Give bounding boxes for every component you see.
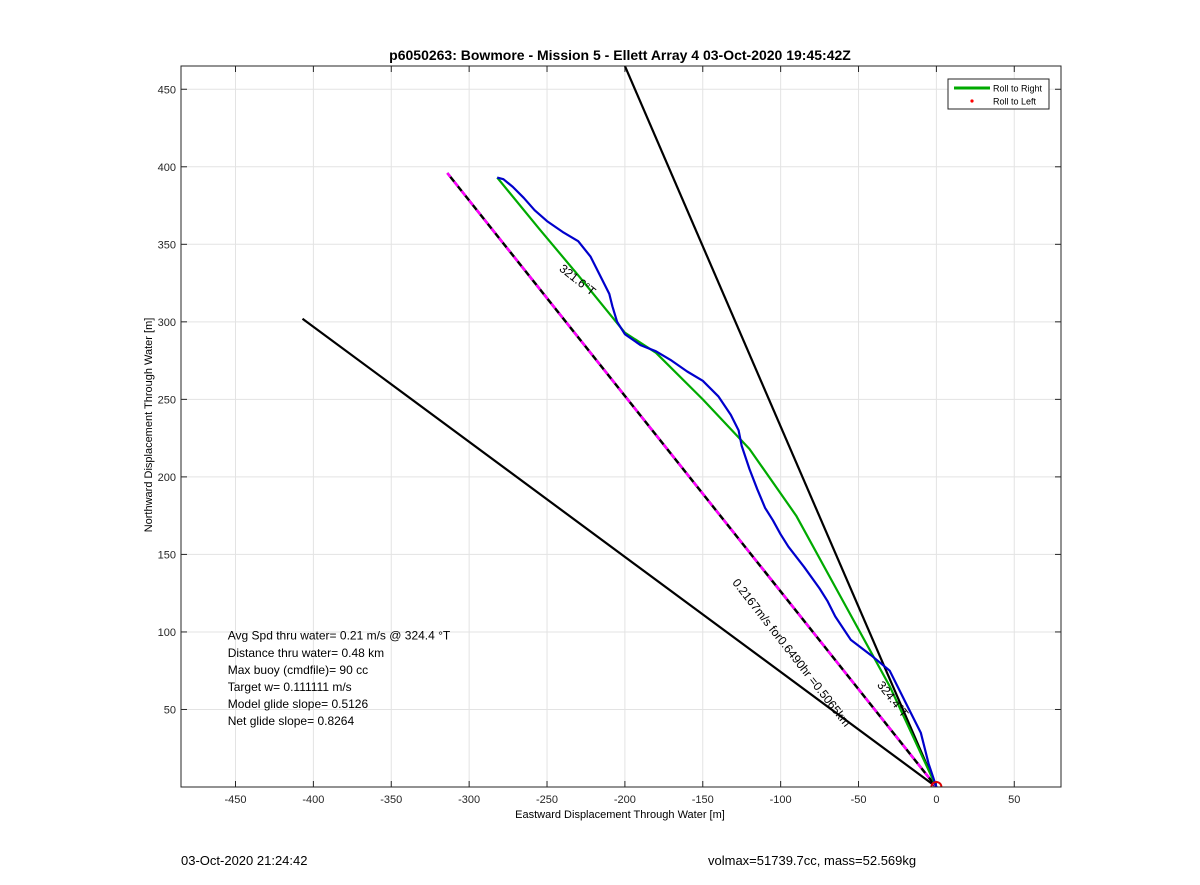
series-line-4 (496, 176, 938, 787)
series-line-3 (496, 176, 938, 787)
annotation-text: Avg Spd thru water= 0.21 m/s @ 324.4 °T (228, 629, 451, 643)
x-tick-label: 0 (933, 794, 939, 806)
annotation-text: Distance thru water= 0.48 km (228, 646, 384, 660)
footer-info: volmax=51739.7cc, mass=52.569kg (708, 853, 917, 868)
annotation-text: Target w= 0.111111 m/s (228, 680, 352, 694)
series-line-2 (446, 172, 938, 787)
series-line-1 (301, 317, 938, 787)
x-axis-label: Eastward Displacement Through Water [m] (515, 809, 725, 821)
x-tick-label: -100 (770, 794, 792, 806)
y-axis-ticks: 50 100 150 200 250 300 350 400 450 (158, 84, 1061, 716)
plot-area (180, 65, 1062, 788)
x-tick-label: -450 (224, 794, 246, 806)
chart-series (301, 66, 943, 787)
y-tick-label: 100 (158, 627, 176, 639)
y-tick-label: 50 (164, 704, 176, 716)
footer-date: 03-Oct-2020 21:24:42 (181, 853, 308, 868)
legend-swatch-dot (970, 99, 974, 103)
legend-label: Roll to Left (993, 97, 1037, 107)
chart-title: p6050263: Bowmore - Mission 5 - Ellett A… (389, 47, 851, 63)
y-tick-label: 150 (158, 549, 176, 561)
x-tick-label: -350 (380, 794, 402, 806)
x-tick-label: -150 (692, 794, 714, 806)
y-axis-label: Northward Displacement Through Water [m] (143, 318, 155, 533)
annotation-text: Max buoy (cmdfile)= 90 cc (228, 663, 368, 677)
annotation-text: Net glide slope= 0.8264 (228, 714, 355, 728)
y-tick-label: 350 (158, 239, 176, 251)
legend-label: Roll to Right (993, 84, 1043, 94)
y-tick-label: 200 (158, 472, 176, 484)
x-tick-label: -300 (458, 794, 480, 806)
x-tick-label: -400 (302, 794, 324, 806)
y-tick-label: 250 (158, 394, 176, 406)
origin-marker (930, 781, 943, 787)
y-tick-label: 450 (158, 84, 176, 96)
y-tick-label: 300 (158, 317, 176, 329)
x-tick-label: 50 (1008, 794, 1020, 806)
x-tick-label: -50 (851, 794, 867, 806)
chart-legend: Roll to Right Roll to Left (947, 78, 1050, 110)
y-tick-label: 400 (158, 162, 176, 174)
legend-box (947, 78, 1050, 110)
x-axis-ticks: -450 -400 -350 -300 -250 -200 -150 -100 -50 0 50 (224, 66, 1020, 806)
x-tick-label: -250 (536, 794, 558, 806)
x-tick-label: -200 (614, 794, 636, 806)
annotation-text: Model glide slope= 0.5126 (228, 697, 369, 711)
